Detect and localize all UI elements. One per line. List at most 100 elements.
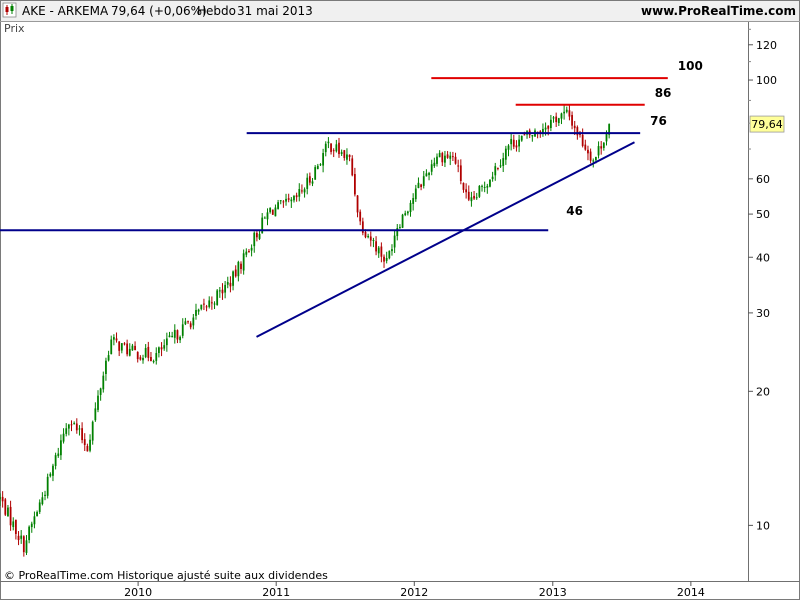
candle: [401, 213, 404, 229]
candle: [446, 151, 449, 159]
candle: [28, 525, 31, 544]
candle: [277, 199, 279, 210]
candle: [396, 224, 399, 241]
candle: [602, 141, 605, 151]
candle: [383, 254, 385, 268]
candle: [181, 318, 184, 339]
y-tick-label: 30: [756, 307, 770, 320]
candle: [293, 194, 295, 203]
candle: [420, 183, 423, 191]
candle: [282, 200, 285, 208]
trendlines: [256, 141, 635, 338]
candle: [285, 193, 287, 206]
candle: [438, 150, 441, 158]
candle: [30, 521, 33, 533]
candle: [332, 148, 335, 158]
candle: [187, 320, 189, 324]
candle: [237, 260, 240, 282]
candle: [361, 217, 364, 236]
candle: [142, 354, 144, 364]
candle: [330, 143, 332, 155]
candle: [208, 296, 211, 309]
candle: [17, 531, 20, 546]
candle: [338, 137, 340, 158]
candle: [248, 249, 250, 253]
candle: [263, 216, 266, 219]
candle: [221, 283, 224, 300]
y-tick-label: 10: [756, 519, 770, 532]
candle: [531, 135, 534, 142]
candle: [171, 331, 174, 338]
candle: [229, 276, 232, 293]
header-site[interactable]: www.ProRealTime.com: [641, 4, 796, 18]
x-tick-label: 2013: [539, 586, 567, 599]
candle: [520, 135, 523, 142]
candle: [393, 230, 396, 254]
price-candles: [0, 105, 611, 557]
candle: [589, 148, 592, 164]
candle: [44, 490, 46, 501]
candle: [144, 344, 147, 359]
candle: [555, 112, 558, 127]
candle: [399, 224, 401, 229]
candle: [444, 150, 446, 168]
candle: [97, 390, 99, 413]
candle: [322, 148, 325, 173]
candle: [512, 134, 515, 150]
candle: [38, 499, 41, 514]
candle: [147, 341, 150, 362]
candle: [205, 304, 208, 312]
x-tick-label: 2012: [400, 586, 428, 599]
level-label-100: 100: [678, 59, 703, 73]
candle: [335, 139, 338, 153]
candle: [542, 123, 544, 137]
candle: [240, 261, 242, 274]
candle: [308, 172, 311, 186]
candle: [459, 159, 462, 185]
candlestick-icon: [2, 2, 17, 18]
candle: [65, 423, 68, 437]
candle: [303, 187, 306, 198]
candle: [258, 230, 261, 241]
candle: [359, 209, 362, 226]
candle: [253, 231, 256, 253]
candle: [391, 244, 393, 256]
candle: [94, 402, 97, 422]
candle: [353, 167, 356, 197]
candle: [184, 317, 187, 326]
candle: [557, 117, 560, 126]
candle: [269, 207, 272, 214]
footer-note: © ProRealTime.com Historique ajusté suit…: [4, 569, 328, 582]
panel-label: Prix: [4, 22, 25, 35]
candle: [327, 137, 330, 149]
y-tick-label: 50: [756, 208, 770, 221]
candle: [414, 184, 417, 202]
candle: [372, 237, 375, 248]
candle: [216, 289, 219, 306]
candle: [301, 184, 303, 194]
candle: [83, 433, 86, 451]
candle: [430, 159, 433, 176]
candle: [306, 173, 309, 195]
candle: [152, 359, 155, 364]
candle: [213, 301, 216, 310]
candle: [189, 321, 192, 330]
candle: [218, 286, 221, 298]
candle: [449, 151, 452, 166]
candle: [369, 231, 372, 247]
candle: [46, 473, 49, 499]
candle: [475, 192, 478, 200]
candle: [195, 303, 197, 320]
candle: [25, 535, 28, 556]
candle: [89, 434, 91, 453]
candle: [86, 443, 89, 452]
candle: [290, 197, 293, 208]
candle: [473, 190, 475, 201]
candle: [346, 148, 348, 165]
candle: [597, 141, 600, 159]
candle: [481, 184, 483, 192]
candle: [224, 280, 227, 299]
candle: [565, 106, 568, 114]
candle: [165, 332, 168, 352]
